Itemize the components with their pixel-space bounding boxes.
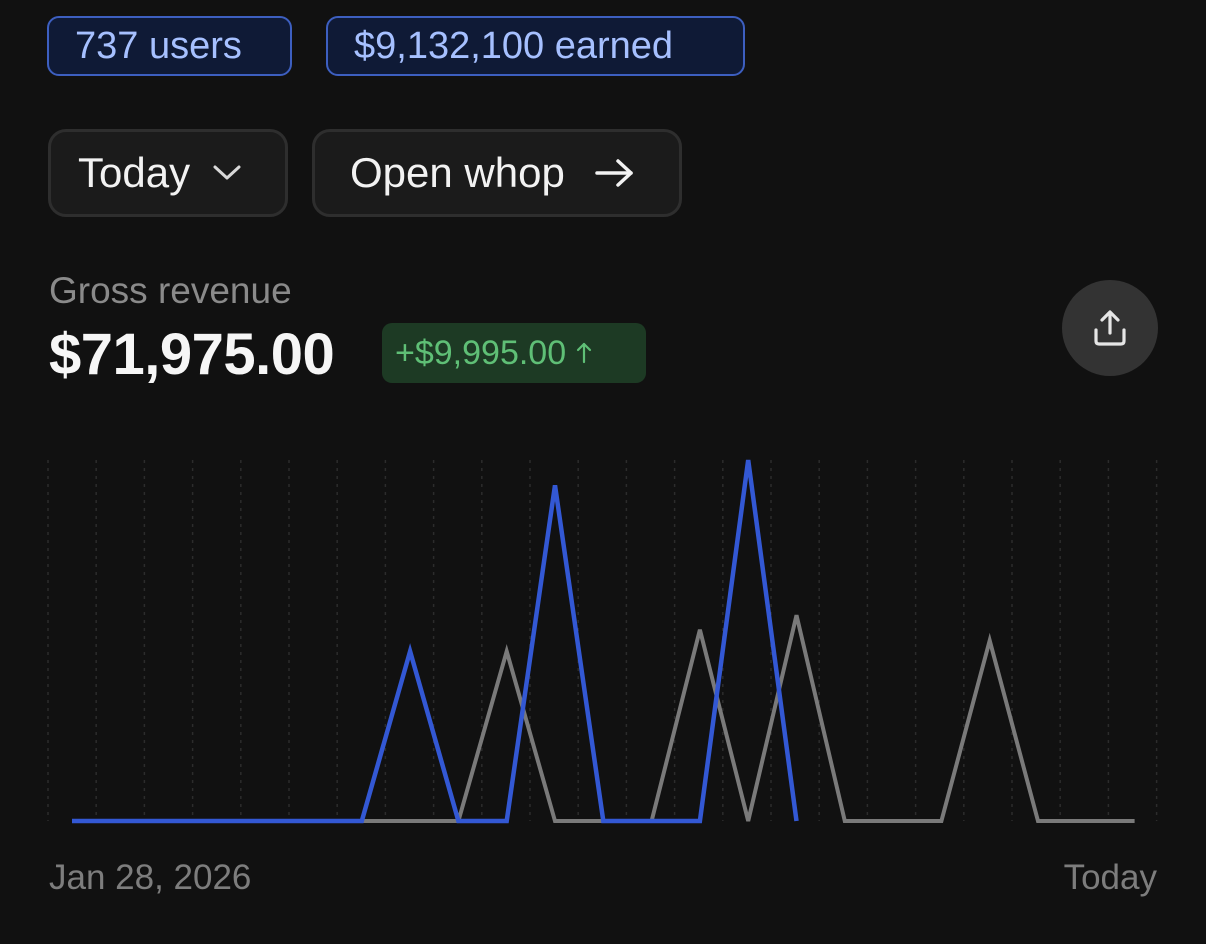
share-button[interactable] — [1062, 280, 1158, 376]
users-count-text: 737 users — [75, 25, 242, 67]
metric-value: $71,975.00 — [49, 322, 335, 387]
previous-series-line — [72, 614, 1135, 823]
earned-total-text: $9,132,100 earned — [354, 25, 674, 67]
chart-series — [72, 459, 1135, 824]
earned-total-badge: $9,132,100 earned — [326, 16, 745, 76]
delta-value: +$9,995.00 — [395, 334, 567, 372]
revenue-chart — [47, 459, 1158, 824]
chevron-down-icon — [213, 165, 241, 180]
date-range-label: Today — [78, 149, 191, 196]
x-axis-start-label: Jan 28, 2026 — [49, 858, 252, 897]
delta-badge: +$9,995.00 — [382, 323, 646, 383]
share-icon — [1094, 310, 1126, 346]
arrow-up-icon — [577, 342, 592, 364]
current-series-line — [72, 459, 799, 824]
x-axis-end-label: Today — [1063, 858, 1157, 897]
arrow-right-icon — [595, 159, 633, 187]
date-range-dropdown[interactable]: Today — [48, 129, 288, 217]
open-whop-button[interactable]: Open whop — [312, 129, 682, 217]
open-whop-label: Open whop — [350, 149, 565, 196]
users-count-badge: 737 users — [47, 16, 292, 76]
metric-label: Gross revenue — [49, 270, 292, 311]
